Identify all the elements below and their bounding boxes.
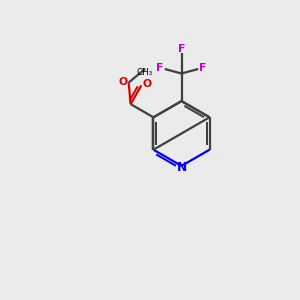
Text: F: F	[199, 63, 207, 74]
Text: N: N	[177, 161, 187, 174]
Text: F: F	[178, 44, 185, 54]
Text: CH₃: CH₃	[136, 68, 153, 77]
Text: F: F	[156, 63, 164, 74]
Text: O: O	[143, 79, 152, 89]
Text: O: O	[118, 77, 127, 87]
